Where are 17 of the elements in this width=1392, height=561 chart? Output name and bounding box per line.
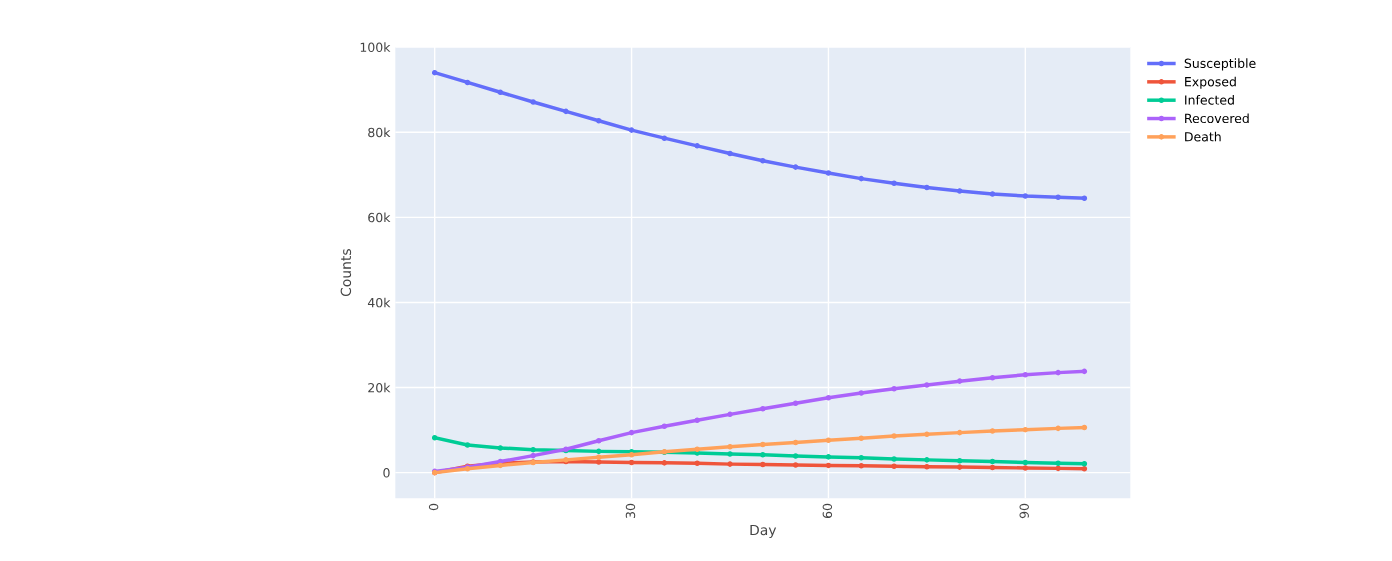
- legend-label: Exposed: [1185, 76, 1236, 89]
- legend-label: Infected: [1185, 95, 1234, 105]
- y-tick-label: 40k: [367, 297, 391, 308]
- legend-label: Susceptible: [1184, 58, 1256, 71]
- y-tick-label: 60k: [368, 212, 391, 223]
- y-tick-label: 20k: [368, 382, 391, 393]
- x-axis-title: Day: [750, 524, 777, 538]
- y-tick-label: 100k: [360, 42, 391, 53]
- x-tick-label: 90: [1019, 503, 1029, 519]
- legend-label: Recovered: [1185, 113, 1249, 124]
- x-tick-label: 0: [428, 503, 439, 511]
- legend-label: Death: [1185, 131, 1221, 142]
- y-axis-title: Counts: [340, 249, 352, 297]
- y-tick-label: 80k: [368, 127, 391, 138]
- x-tick-label: 30: [625, 503, 636, 518]
- x-tick-label: 60: [822, 503, 833, 519]
- y-tick-label: 0: [383, 468, 390, 478]
